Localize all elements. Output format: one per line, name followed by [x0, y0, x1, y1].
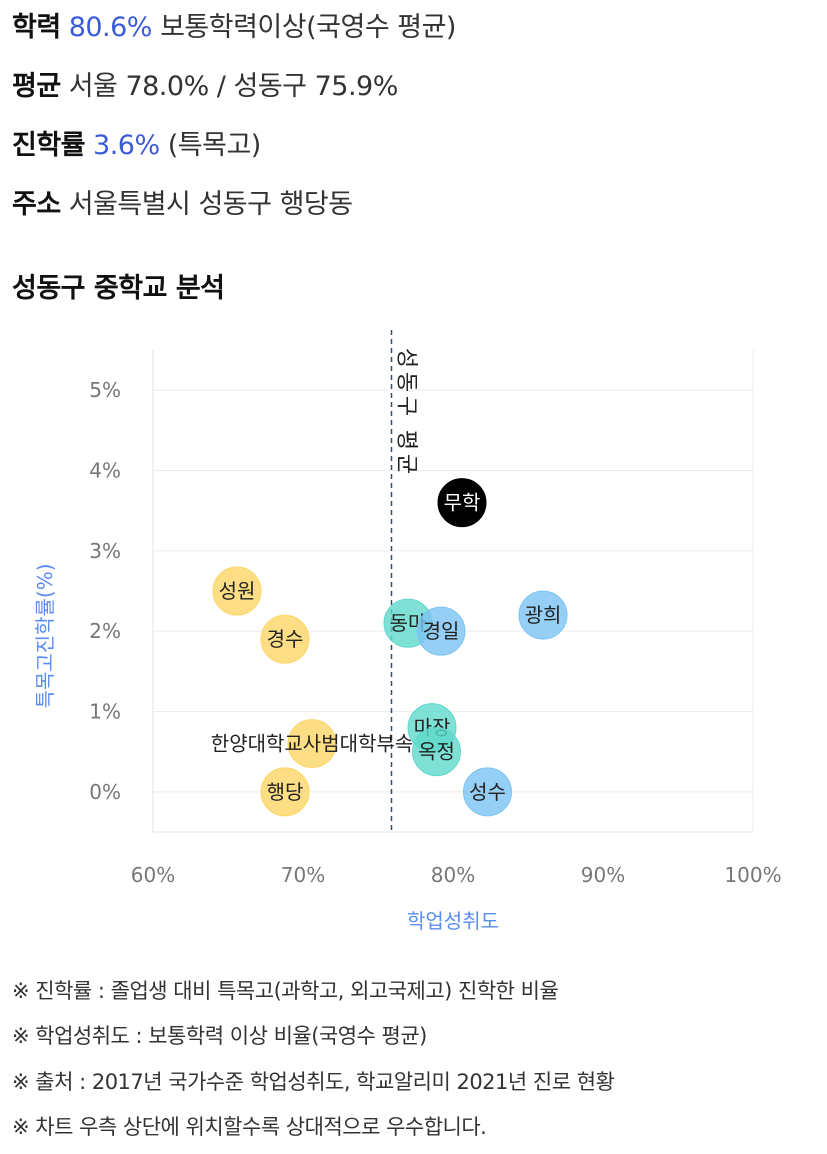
advancement-value: 3.6%	[93, 130, 160, 161]
advancement-row: 진학률 3.6% (특목고)	[12, 126, 261, 166]
address-value: 서울특별시 성동구 행당동	[68, 189, 353, 220]
data-point-label: 행당	[267, 780, 304, 804]
data-point	[212, 566, 262, 616]
x-tick-label: 60%	[131, 863, 175, 887]
average-row: 평균 서울 78.0% / 성동구 75.9%	[12, 67, 398, 107]
y-tick-label: 2%	[89, 619, 121, 643]
achievement-label: 학력	[12, 12, 61, 43]
data-point-label: 경수	[267, 627, 304, 651]
data-point	[260, 614, 310, 664]
y-axis-title: 특목고진학률(%)	[33, 563, 57, 708]
y-tick-label: 1%	[89, 700, 121, 724]
data-point-label: 옥정	[418, 740, 455, 764]
data-point	[416, 606, 466, 656]
address-row: 주소 서울특별시 성동구 행당동	[12, 185, 353, 225]
average-value: 서울 78.0% / 성동구 75.9%	[68, 71, 399, 102]
data-point	[518, 590, 568, 640]
x-tick-label: 100%	[724, 863, 781, 887]
note-1: ※ 진학률 : 졸업생 대비 특목고(과학고, 외고국제고) 진학한 비율	[12, 979, 559, 1003]
x-tick-label: 70%	[281, 863, 325, 887]
y-tick-label: 0%	[89, 780, 121, 804]
achievement-desc: 보통학력이상(국영수 평균)	[160, 12, 456, 43]
section-title: 성동구 중학교 분석	[12, 273, 225, 304]
data-point-label: 무학	[444, 491, 481, 515]
data-point	[437, 478, 487, 528]
note-4: ※ 차트 우측 상단에 위치할수록 상대적으로 우수합니다.	[12, 1115, 487, 1139]
x-tick-label: 80%	[431, 863, 475, 887]
data-point	[260, 767, 310, 817]
data-point-label: 한양대학교사범대학부속	[211, 732, 413, 756]
scatter-chart: 0% 1% 2% 3% 4% 5% 60% 70% 80% 90% 100% 학업성취도 특목고진학률(…	[33, 330, 782, 933]
x-tick-label: 90%	[581, 863, 625, 887]
data-point	[287, 719, 337, 769]
reference-line-label-char: 구	[394, 396, 419, 416]
advancement-desc: (특목고)	[167, 130, 262, 161]
data-point-label: 광희	[525, 603, 562, 627]
achievement-row: 학력 80.6% 보통학력이상(국영수 평균)	[12, 8, 456, 48]
note-3: ※ 출처 : 2017년 국가수준 학업성취도, 학교알리미 2021년 진로 …	[12, 1070, 615, 1094]
note-2: ※ 학업성취도 : 보통학력 이상 비율(국영수 평균)	[12, 1024, 427, 1048]
advancement-label: 진학률	[12, 130, 86, 161]
average-label: 평균	[12, 71, 61, 102]
y-tick-label: 5%	[89, 378, 121, 402]
achievement-value: 80.6%	[68, 12, 153, 43]
data-point-label: 성수	[469, 780, 506, 804]
reference-line-label-char: 평	[394, 430, 419, 450]
data-point-label: 성원	[219, 579, 256, 603]
data-point	[463, 767, 512, 817]
reference-line-label-char: 성	[394, 348, 419, 368]
x-axis-title: 학업성취도	[407, 909, 499, 933]
reference-line-label-char: 동	[394, 372, 419, 392]
data-point-label: 경일	[423, 619, 460, 643]
address-label: 주소	[12, 189, 61, 220]
y-tick-label: 4%	[89, 459, 121, 483]
y-tick-label: 3%	[89, 539, 121, 563]
data-point	[412, 727, 461, 777]
reference-line-label-char: 균	[394, 454, 419, 474]
